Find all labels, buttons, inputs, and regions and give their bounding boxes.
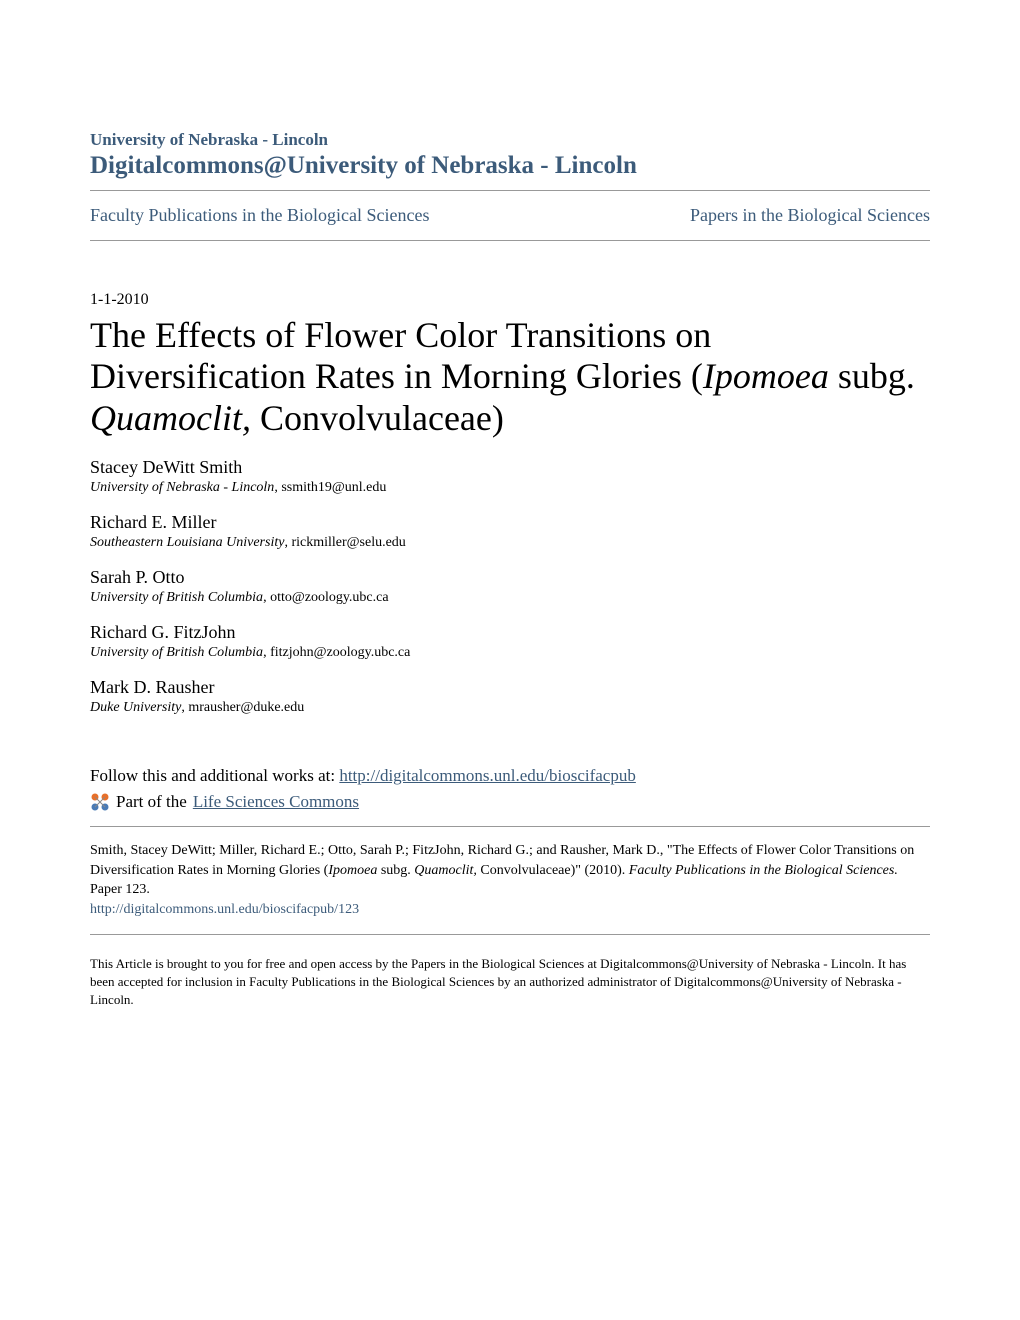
author-affiliation-line: University of British Columbia, otto@zoo…	[90, 588, 930, 606]
footer-disclaimer: This Article is brought to you for free …	[90, 955, 930, 1010]
collection-link-right[interactable]: Papers in the Biological Sciences	[690, 205, 930, 226]
author-affiliation-line: Southeastern Louisiana University, rickm…	[90, 533, 930, 551]
author-affiliation: Southeastern Louisiana University	[90, 535, 284, 550]
author-name: Mark D. Rausher	[90, 677, 930, 698]
author-name: Sarah P. Otto	[90, 567, 930, 588]
author-block: Richard G. FitzJohnUniversity of British…	[90, 622, 930, 661]
author-affiliation-line: Duke University, mrausher@duke.edu	[90, 698, 930, 716]
citation-paper-number: Paper 123.	[90, 882, 150, 897]
part-of-text: Part of the	[116, 792, 187, 812]
author-email: , rickmiller@selu.edu	[284, 535, 405, 550]
network-row: Part of the Life Sciences Commons	[90, 792, 930, 812]
citation-url-link[interactable]: http://digitalcommons.unl.edu/bioscifacp…	[90, 902, 359, 917]
author-block: Mark D. RausherDuke University, mrausher…	[90, 677, 930, 716]
citation-text: subg.	[377, 863, 414, 878]
paper-title: The Effects of Flower Color Transitions …	[90, 315, 930, 439]
author-email: , ssmith19@unl.edu	[274, 480, 386, 495]
follow-section: Follow this and additional works at: htt…	[90, 766, 930, 827]
author-block: Sarah P. OttoUniversity of British Colum…	[90, 567, 930, 606]
citation-subgenus: Quamoclit,	[414, 863, 477, 878]
page-header: University of Nebraska - Lincoln Digital…	[90, 130, 930, 191]
author-name: Richard E. Miller	[90, 512, 930, 533]
collection-link-left[interactable]: Faculty Publications in the Biological S…	[90, 205, 429, 226]
author-name: Stacey DeWitt Smith	[90, 457, 930, 478]
author-email: , fitzjohn@zoology.ubc.ca	[263, 645, 410, 660]
author-affiliation: University of British Columbia	[90, 590, 263, 605]
citation-genus: Ipomoea	[328, 863, 377, 878]
author-email: , mrausher@duke.edu	[181, 700, 304, 715]
title-genus: Ipomoea	[703, 356, 829, 396]
author-affiliation-line: University of Nebraska - Lincoln, ssmith…	[90, 478, 930, 496]
network-icon	[90, 792, 110, 812]
follow-text: Follow this and additional works at: htt…	[90, 766, 930, 786]
author-affiliation-line: University of British Columbia, fitzjohn…	[90, 643, 930, 661]
follow-url-link[interactable]: http://digitalcommons.unl.edu/bioscifacp…	[339, 766, 636, 785]
author-affiliation: University of British Columbia	[90, 645, 263, 660]
citation-publication: Faculty Publications in the Biological S…	[629, 863, 898, 878]
author-affiliation: Duke University	[90, 700, 181, 715]
author-name: Richard G. FitzJohn	[90, 622, 930, 643]
title-text: subg.	[829, 356, 915, 396]
author-email: , otto@zoology.ubc.ca	[263, 590, 389, 605]
title-subgenus: Quamoclit,	[90, 398, 251, 438]
title-text: Convolvulaceae)	[251, 398, 504, 438]
commons-link[interactable]: Life Sciences Commons	[193, 792, 359, 812]
institution-name: University of Nebraska - Lincoln	[90, 130, 930, 150]
title-text: The Effects of Flower Color Transitions …	[90, 315, 711, 396]
follow-prefix: Follow this and additional works at:	[90, 766, 339, 785]
author-affiliation: University of Nebraska - Lincoln	[90, 480, 274, 495]
author-block: Richard E. MillerSoutheastern Louisiana …	[90, 512, 930, 551]
breadcrumb-nav: Faculty Publications in the Biological S…	[90, 191, 930, 241]
citation-text: Convolvulaceae)" (2010).	[477, 863, 629, 878]
repository-name: Digitalcommons@University of Nebraska - …	[90, 152, 930, 191]
publication-date: 1-1-2010	[90, 291, 930, 309]
recommended-citation: Smith, Stacey DeWitt; Miller, Richard E.…	[90, 841, 930, 934]
author-block: Stacey DeWitt SmithUniversity of Nebrask…	[90, 457, 930, 496]
